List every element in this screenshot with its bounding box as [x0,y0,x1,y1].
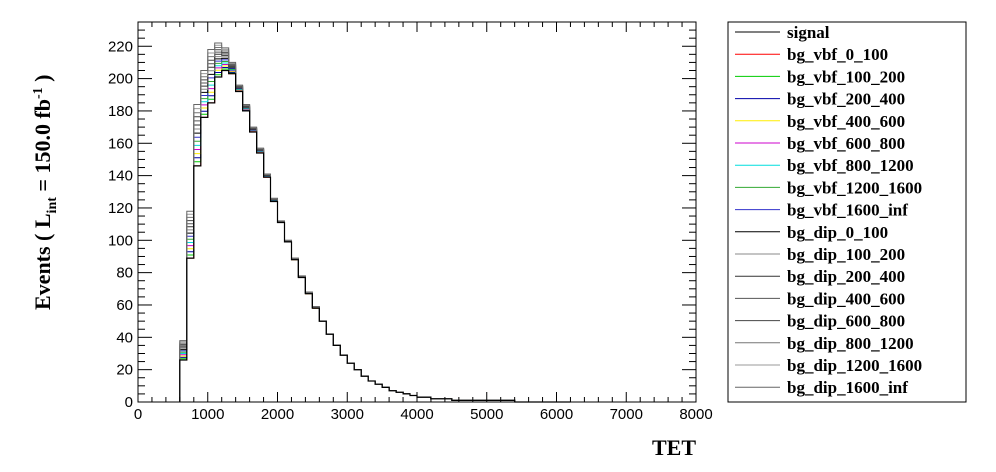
axis-ticks: 0 1000 2000 3000 4000 5000 6000 7000 8000 0 20 40 60… [108,22,713,423]
x-tick-label: 8000 [679,406,712,423]
y-tick-label: 0 [125,394,133,411]
legend-label-bg_dip_1600_inf: bg_dip_1600_inf [787,378,908,397]
hist-bg_dip_1600_inf [179,42,571,403]
y-tick-label: 200 [108,71,133,88]
legend-label-signal: signal [787,23,830,42]
x-tick-label: 5000 [470,406,503,423]
hist-bg_dip_0_100 [179,57,571,403]
legend-label-bg_vbf_600_800: bg_vbf_600_800 [787,134,905,153]
x-tick-label: 1000 [191,406,224,423]
legend-label-bg_dip_200_400: bg_dip_200_400 [787,267,905,286]
x-tick-label: 0 [134,406,142,423]
legend-label-bg_vbf_1200_1600: bg_vbf_1200_1600 [787,178,922,197]
x-tick-label: 4000 [400,406,433,423]
hist-bg_vbf_1600_inf [179,59,571,403]
histogram-layer [179,42,571,403]
legend-label-bg_dip_1200_1600: bg_dip_1200_1600 [787,356,922,375]
y-axis-title-eq: = 150.0 fb [30,99,55,197]
legend-label-bg_dip_600_800: bg_dip_600_800 [787,312,905,331]
x-tick-label: 6000 [540,406,573,423]
x-axis-title: TET [652,435,696,460]
plot-frame [137,21,697,403]
hist-bg_dip_600_800 [179,49,571,403]
y-tick-label: 20 [116,362,133,379]
hist-bg_dip_800_1200 [179,47,571,403]
hist-bg_vbf_1200_1600 [179,61,571,403]
y-tick-label: 40 [116,329,133,346]
hist-bg_vbf_800_1200 [179,62,571,403]
legend-label-bg_vbf_100_200: bg_vbf_100_200 [787,67,905,86]
hist-bg_dip_100_200 [179,56,571,403]
y-tick-label: 140 [108,168,133,185]
legend-label-bg_vbf_800_1200: bg_vbf_800_1200 [787,156,914,175]
hist-signal [179,69,571,403]
y-axis-title: Events ( Lint = 150.0 fb-1 ) [30,74,60,310]
legend-label-bg_dip_100_200: bg_dip_100_200 [787,245,905,264]
legend-label-bg_dip_0_100: bg_dip_0_100 [787,223,888,242]
hist-bg_dip_400_600 [179,51,571,403]
y-tick-label: 180 [108,103,133,120]
y-tick-label: 80 [116,265,133,282]
y-axis-title-sup: -1 [31,87,46,99]
y-tick-label: 100 [108,232,133,249]
legend-entries: signal bg_vbf_0_100 bg_vbf_100_200 bg_vbf_2… [735,23,922,397]
hist-bg_dip_200_400 [179,53,571,403]
x-tick-label: 3000 [331,406,364,423]
hist-bg_vbf_200_400 [179,67,571,403]
y-tick-label: 160 [108,135,133,152]
legend-label-bg_vbf_200_400: bg_vbf_200_400 [787,90,905,109]
hist-bg_vbf_400_600 [179,65,571,403]
x-tick-label: 7000 [610,406,643,423]
legend-frame [727,21,967,403]
hist-bg_dip_1200_1600 [179,44,571,403]
legend-label-bg_dip_400_600: bg_dip_400_600 [787,289,905,308]
hist-bg_vbf_100_200 [179,68,571,403]
y-axis-title-main: Events ( L [30,213,55,310]
legend-label-bg_vbf_400_600: bg_vbf_400_600 [787,112,905,131]
legend-label-bg_vbf_1600_inf: bg_vbf_1600_inf [787,201,908,220]
y-axis-title-sub: int [45,197,60,214]
legend-label-bg_vbf_0_100: bg_vbf_0_100 [787,45,888,64]
y-axis-title-close: ) [30,74,55,87]
y-tick-label: 220 [108,38,133,55]
hist-bg_vbf_600_800 [179,64,571,403]
x-tick-label: 2000 [261,406,294,423]
y-tick-label: 120 [108,200,133,217]
legend-label-bg_dip_800_1200: bg_dip_800_1200 [787,334,914,353]
hist-bg_vbf_0_100 [179,70,571,403]
y-tick-label: 60 [116,297,133,314]
legend: signal bg_vbf_0_100 bg_vbf_100_200 bg_vbf_2… [727,21,967,403]
